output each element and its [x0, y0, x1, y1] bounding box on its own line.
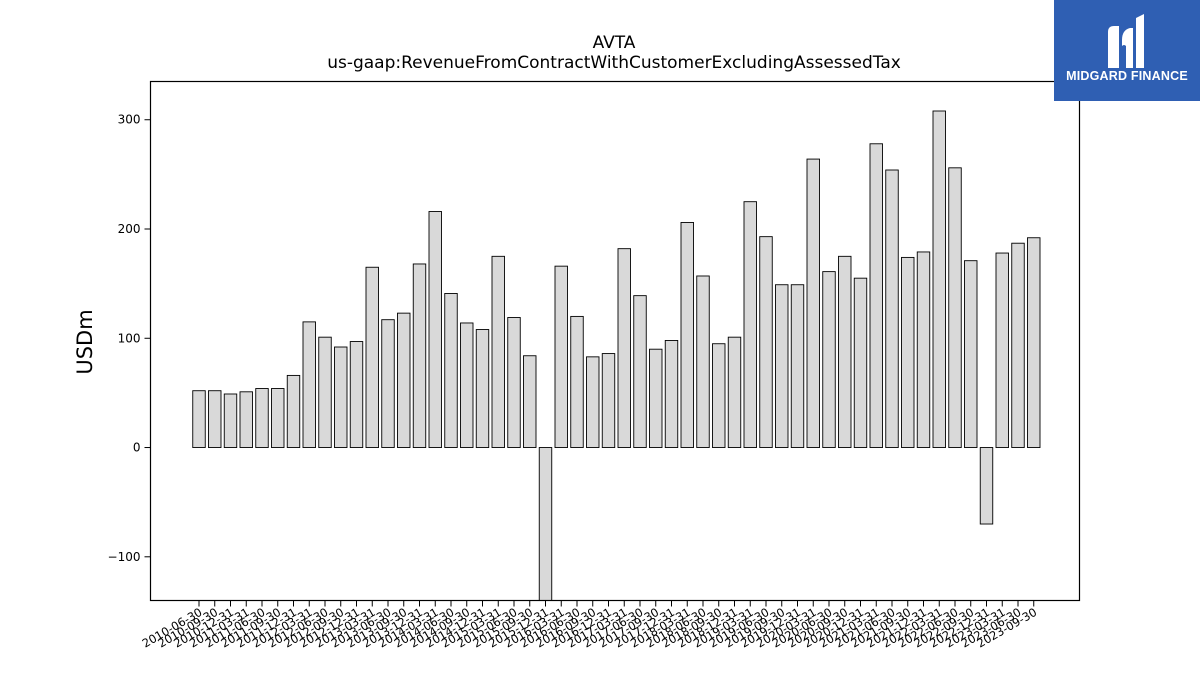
x-axis: 2010-06-302010-09-302010-12-312011-03-31…: [140, 600, 1039, 651]
bar: [286, 374, 301, 448]
bar: [964, 260, 978, 448]
bar: [696, 275, 710, 448]
bar: [507, 317, 521, 448]
bar: [318, 336, 332, 448]
brand-logo: MIDGARD FINANCE: [1054, 0, 1200, 101]
bar: [570, 315, 584, 448]
bars-group: [192, 110, 1041, 601]
bar: [916, 251, 931, 448]
bar: [349, 341, 364, 448]
bar: [523, 355, 537, 448]
bar: [1027, 237, 1041, 448]
bar: [444, 293, 458, 448]
bar: [775, 284, 789, 448]
bar: [743, 201, 757, 448]
chart-title: AVTA: [593, 33, 636, 53]
y-axis: −100 0 100 200 300: [108, 113, 151, 564]
bar: [255, 388, 269, 448]
bar: [239, 391, 253, 448]
bar: [397, 312, 411, 448]
bar: [853, 277, 868, 448]
bar: [460, 322, 474, 448]
bar: [554, 265, 568, 448]
bar: [381, 319, 395, 448]
bar: [885, 169, 899, 448]
bar: [586, 356, 600, 448]
y-tick-label: 0: [133, 441, 141, 455]
bar: [869, 143, 883, 448]
bar: [680, 221, 694, 448]
midgard-m-icon: [1108, 14, 1144, 68]
bar: [223, 393, 238, 448]
bar: [995, 252, 1009, 448]
bar: [491, 255, 505, 448]
bar: [302, 321, 316, 448]
bar: [1011, 242, 1025, 448]
bar: [428, 211, 442, 448]
bar: [727, 336, 742, 448]
bar: [633, 295, 647, 448]
bar: [712, 343, 726, 448]
bar: [901, 256, 915, 448]
bar: [208, 390, 222, 448]
bar: [365, 266, 379, 448]
y-tick-label: 200: [118, 222, 141, 236]
bar: [979, 447, 994, 525]
bar: [822, 271, 836, 448]
plot-frame: [149, 80, 1081, 602]
bar: [475, 329, 490, 448]
bar: [601, 353, 616, 448]
bar: [838, 255, 852, 448]
bar: [271, 388, 285, 448]
bar: [334, 346, 348, 448]
bar: [192, 390, 206, 448]
bar: [759, 236, 773, 448]
bar: [790, 284, 805, 448]
bar: [948, 167, 962, 448]
chart-subtitle: us-gaap:RevenueFromContractWithCustomerE…: [327, 53, 901, 73]
bar: [664, 340, 679, 448]
y-tick-label: −100: [108, 550, 141, 564]
y-axis-label: USDm: [73, 309, 97, 374]
y-tick-label: 300: [118, 113, 141, 127]
brand-name: MIDGARD FINANCE: [1066, 69, 1188, 83]
bar: [412, 263, 427, 448]
bar: [806, 158, 820, 448]
bar: [538, 447, 553, 601]
bar: [932, 110, 946, 448]
y-tick-label: 100: [118, 331, 141, 345]
bar: [649, 348, 663, 448]
bar: [617, 248, 631, 448]
